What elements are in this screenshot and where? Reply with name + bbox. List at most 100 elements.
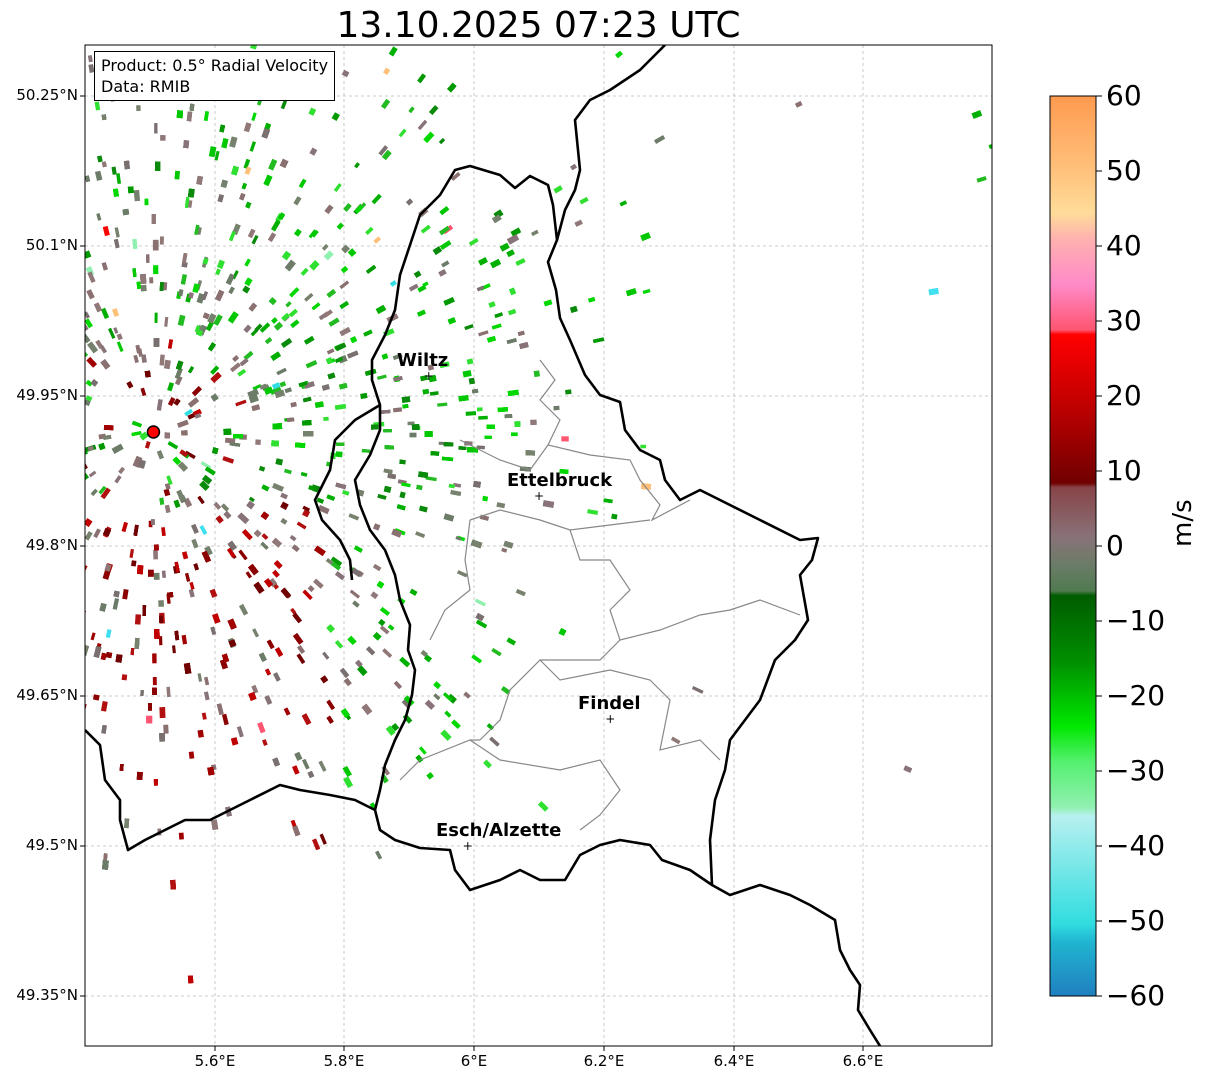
- velocity-echo: [399, 491, 406, 499]
- velocity-echo: [903, 765, 913, 773]
- velocity-echo: [471, 654, 483, 664]
- velocity-echo: [260, 511, 270, 520]
- velocity-echo: [570, 305, 578, 313]
- velocity-echo: [553, 185, 563, 194]
- velocity-echo: [574, 219, 583, 227]
- velocity-echo: [113, 590, 120, 598]
- velocity-echo: [354, 204, 364, 214]
- velocity-echo: [417, 73, 426, 84]
- velocity-echo: [85, 321, 89, 331]
- velocity-echo: [343, 677, 352, 687]
- velocity-echo: [261, 127, 271, 139]
- velocity-echo: [492, 214, 502, 224]
- velocity-echo: [264, 578, 273, 588]
- velocity-echo: [173, 398, 181, 406]
- velocity-echo: [531, 229, 539, 236]
- velocity-echo: [421, 224, 431, 234]
- velocity-echo: [377, 494, 387, 500]
- velocity-echo: [228, 286, 235, 294]
- velocity-echo: [443, 513, 455, 522]
- velocity-echo: [252, 384, 262, 391]
- velocity-echo: [415, 531, 426, 539]
- velocity-echo: [87, 445, 95, 452]
- velocity-echo: [242, 285, 250, 294]
- velocity-echo: [105, 651, 113, 659]
- velocity-echo: [511, 432, 518, 437]
- velocity-echo: [131, 420, 142, 428]
- velocity-echo: [202, 257, 209, 265]
- product-info-box: Product: 0.5° Radial Velocity Data: RMIB: [94, 51, 336, 101]
- city-marker-cross: +: [463, 839, 473, 853]
- velocity-echo: [243, 122, 252, 133]
- velocity-echo: [381, 99, 390, 109]
- velocity-echo: [204, 691, 210, 701]
- velocity-echo: [85, 380, 93, 387]
- canton-borders: [399, 359, 801, 831]
- velocity-echo: [270, 386, 282, 396]
- velocity-echo: [501, 547, 508, 553]
- velocity-echo: [420, 650, 428, 657]
- velocity-echo: [339, 327, 351, 337]
- velocity-echo: [112, 188, 119, 197]
- velocity-echo: [235, 399, 247, 407]
- velocity-echo: [159, 354, 165, 366]
- velocity-echo: [203, 676, 210, 686]
- velocity-echo: [121, 521, 129, 533]
- velocity-echo: [163, 359, 171, 370]
- velocity-echo: [671, 736, 681, 745]
- velocity-echo: [473, 480, 481, 488]
- velocity-echo: [311, 302, 321, 311]
- velocity-echo: [489, 736, 500, 747]
- lat-label: 49.5°N: [25, 836, 78, 854]
- velocity-echo: [156, 399, 163, 411]
- velocity-echo: [85, 318, 93, 329]
- velocity-echo: [312, 838, 321, 851]
- velocity-echo: [90, 488, 98, 497]
- velocity-echo: [508, 308, 517, 316]
- velocity-echo: [464, 324, 474, 330]
- velocity-echo: [462, 370, 472, 378]
- velocity-echo: [164, 482, 171, 490]
- velocity-echo: [188, 292, 194, 299]
- velocity-echo: [280, 337, 293, 348]
- velocity-echo: [323, 309, 333, 318]
- velocity-echo: [167, 441, 179, 450]
- velocity-echo: [121, 674, 128, 681]
- velocity-echo: [275, 458, 283, 466]
- velocity-echo: [486, 424, 495, 429]
- velocity-echo: [96, 213, 102, 221]
- velocity-echo: [490, 258, 501, 269]
- velocity-echo: [357, 665, 368, 677]
- velocity-echo: [418, 471, 429, 479]
- velocity-echo: [221, 713, 229, 726]
- velocity-echo: [221, 653, 230, 663]
- velocity-echo: [297, 645, 305, 654]
- velocity-echo: [216, 259, 225, 270]
- velocity-echo: [458, 395, 469, 402]
- colorbar-tick-label: −20: [1106, 679, 1166, 712]
- velocity-echo: [202, 291, 208, 301]
- velocity-echo: [282, 250, 291, 261]
- velocity-echo: [200, 461, 212, 470]
- velocity-echo: [164, 504, 171, 513]
- velocity-echo: [101, 262, 108, 271]
- velocity-echo: [111, 443, 124, 454]
- velocity-echo: [104, 563, 112, 572]
- velocity-echo: [427, 364, 435, 371]
- velocity-echo: [245, 571, 252, 579]
- velocity-echo: [413, 270, 422, 279]
- velocity-echo: [603, 498, 613, 504]
- velocity-echo: [271, 440, 279, 447]
- velocity-echo: [439, 206, 450, 216]
- velocity-echo: [176, 489, 185, 502]
- velocity-echo: [302, 509, 310, 518]
- velocity-echo: [290, 819, 297, 828]
- velocity-echo: [167, 382, 175, 392]
- velocity-echo: [477, 407, 483, 412]
- velocity-echo: [302, 505, 310, 512]
- velocity-echo: [472, 388, 479, 394]
- velocity-echo: [130, 647, 135, 656]
- velocity-echo: [133, 189, 141, 202]
- velocity-echo: [370, 591, 379, 600]
- velocity-echo: [172, 456, 181, 466]
